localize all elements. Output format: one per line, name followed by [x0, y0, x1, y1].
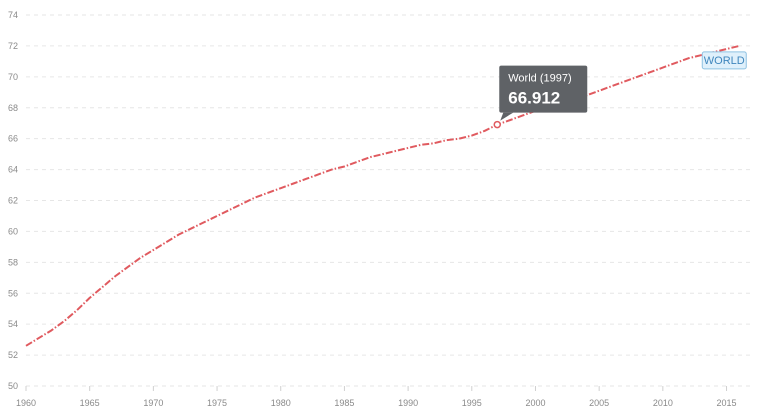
y-tick-label-70: 70 [8, 72, 18, 82]
y-tick-label-64: 64 [8, 165, 18, 175]
series-tag[interactable]: WORLD [701, 51, 747, 70]
x-tick-label-1995: 1995 [462, 398, 482, 408]
series-line-world[interactable] [25, 44, 740, 347]
y-tick-label-74: 74 [8, 10, 18, 20]
tooltip-value: 66.912 [508, 89, 560, 108]
tooltip-box [499, 65, 588, 113]
series-tag-box[interactable] [701, 51, 747, 70]
x-tick-label-1965: 1965 [80, 398, 100, 408]
series-tag-label[interactable]: WORLD [704, 55, 745, 67]
hover-point-marker[interactable] [493, 120, 502, 129]
y-tick-label-52: 52 [8, 350, 18, 360]
y-tick-label-72: 72 [8, 41, 18, 51]
y-tick-label-56: 56 [8, 288, 18, 298]
x-axis-ticks: 1960 1965 1970 1975 1980 1985 1990 1995 2000 2005… [16, 386, 737, 408]
grid-lines [26, 14, 752, 387]
y-axis-ticks: 50 52 54 56 58 60 62 64 66 68 70 72 74 [8, 10, 18, 391]
x-tick-label-1975: 1975 [207, 398, 227, 408]
x-tick-label-1990: 1990 [398, 398, 418, 408]
y-tick-label-62: 62 [8, 196, 18, 206]
x-tick-label-2015: 2015 [717, 398, 737, 408]
y-tick-label-50: 50 [8, 381, 18, 391]
x-tick-label-1980: 1980 [271, 398, 291, 408]
x-tick-label-2010: 2010 [653, 398, 673, 408]
x-tick-label-2005: 2005 [589, 398, 609, 408]
x-tick-label-1960: 1960 [16, 398, 36, 408]
tooltip: World (1997) 66.912 [499, 65, 588, 121]
tooltip-arrow [500, 112, 514, 121]
y-tick-label-54: 54 [8, 319, 18, 329]
x-tick-label-1985: 1985 [334, 398, 354, 408]
tooltip-title: World (1997) [508, 73, 571, 85]
series-group [25, 44, 740, 347]
y-tick-label-58: 58 [8, 257, 18, 267]
y-tick-label-68: 68 [8, 103, 18, 113]
y-tick-label-66: 66 [8, 134, 18, 144]
y-tick-label-60: 60 [8, 226, 18, 236]
x-tick-label-2000: 2000 [525, 398, 545, 408]
x-tick-label-1970: 1970 [143, 398, 163, 408]
